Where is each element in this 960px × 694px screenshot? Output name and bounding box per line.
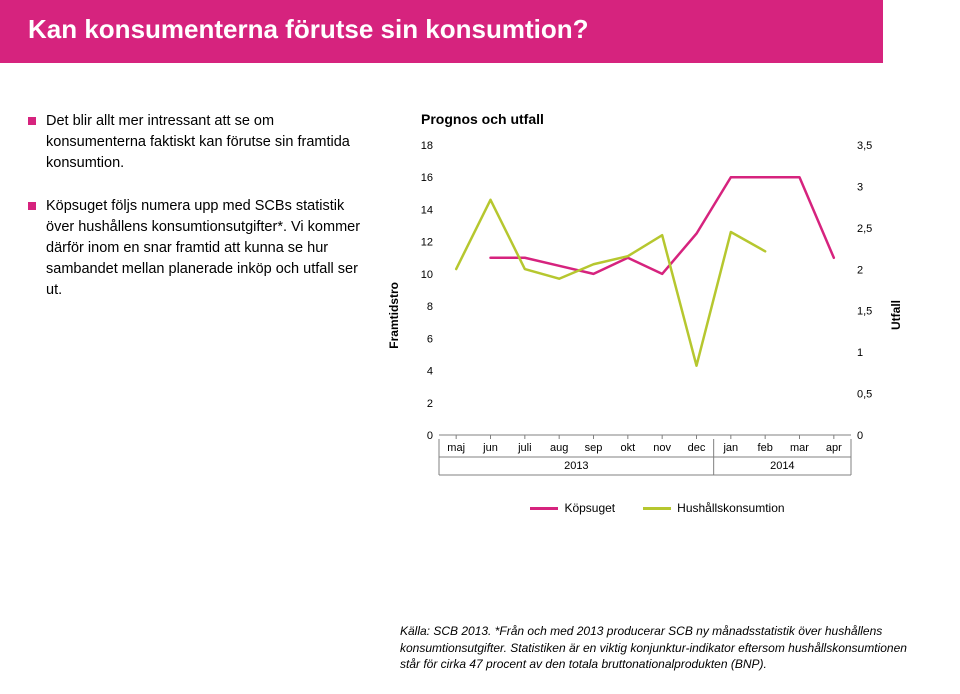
- chart-title: Prognos och utfall: [421, 111, 932, 127]
- bullet-item: Köpsuget följs numera upp med SCBs stati…: [28, 196, 363, 301]
- svg-text:nov: nov: [653, 442, 671, 454]
- content-area: Det blir allt mer intressant att se om k…: [0, 63, 960, 515]
- svg-text:jan: jan: [722, 442, 738, 454]
- svg-text:apr: apr: [826, 442, 842, 454]
- chart-wrap: Framtidstro 0 2 4 6 8 10 12 14 16 18 0 0,5 1 1,5 2 2,5 3…: [383, 135, 932, 495]
- svg-text:0,5: 0,5: [857, 389, 872, 401]
- svg-text:dec: dec: [688, 442, 706, 454]
- svg-text:4: 4: [427, 366, 433, 378]
- y-axis-right-label: Utfall: [885, 300, 907, 330]
- svg-text:2: 2: [427, 398, 433, 410]
- legend-item: Hushållskonsumtion: [643, 501, 784, 515]
- svg-text:1,5: 1,5: [857, 306, 872, 318]
- svg-text:maj: maj: [447, 442, 465, 454]
- svg-text:3,5: 3,5: [857, 140, 872, 152]
- footnote: Källa: SCB 2013. *Från och med 2013 prod…: [400, 623, 920, 672]
- svg-text:0: 0: [857, 430, 863, 442]
- svg-text:2,5: 2,5: [857, 223, 872, 235]
- svg-text:16: 16: [421, 172, 433, 184]
- svg-text:2014: 2014: [770, 460, 794, 472]
- svg-text:3: 3: [857, 181, 863, 193]
- bullet-text: Det blir allt mer intressant att se om k…: [46, 111, 363, 174]
- svg-text:sep: sep: [585, 442, 603, 454]
- legend-swatch: [530, 507, 558, 510]
- bullet-text: Köpsuget följs numera upp med SCBs stati…: [46, 196, 363, 301]
- title-bar: Kan konsumenterna förutse sin konsumtion…: [0, 0, 883, 63]
- svg-text:6: 6: [427, 333, 433, 345]
- svg-text:2: 2: [857, 264, 863, 276]
- bullet-item: Det blir allt mer intressant att se om k…: [28, 111, 363, 174]
- svg-text:aug: aug: [550, 442, 568, 454]
- bullet-list: Det blir allt mer intressant att se om k…: [28, 111, 363, 515]
- svg-text:mar: mar: [790, 442, 809, 454]
- svg-text:okt: okt: [620, 442, 635, 454]
- legend-item: Köpsuget: [530, 501, 615, 515]
- svg-text:feb: feb: [758, 442, 773, 454]
- svg-text:18: 18: [421, 140, 433, 152]
- bullet-icon: [28, 202, 36, 210]
- svg-text:14: 14: [421, 204, 433, 216]
- legend: Köpsuget Hushållskonsumtion: [383, 501, 932, 515]
- svg-text:jun: jun: [482, 442, 498, 454]
- legend-label: Hushållskonsumtion: [677, 501, 784, 515]
- svg-text:1: 1: [857, 347, 863, 359]
- svg-text:10: 10: [421, 269, 433, 281]
- page-title: Kan konsumenterna förutse sin konsumtion…: [28, 14, 855, 45]
- svg-text:8: 8: [427, 301, 433, 313]
- svg-text:0: 0: [427, 430, 433, 442]
- svg-text:juli: juli: [517, 442, 531, 454]
- bullet-icon: [28, 117, 36, 125]
- chart-svg: 0 2 4 6 8 10 12 14 16 18 0 0,5 1 1,5 2 2,5 3 3,5 maj jun jul…: [405, 135, 885, 495]
- svg-text:12: 12: [421, 237, 433, 249]
- svg-text:2013: 2013: [564, 460, 588, 472]
- legend-swatch: [643, 507, 671, 510]
- y-axis-left-label: Framtidstro: [383, 282, 405, 349]
- legend-label: Köpsuget: [564, 501, 615, 515]
- chart-panel: Prognos och utfall Framtidstro 024681012…: [383, 111, 932, 515]
